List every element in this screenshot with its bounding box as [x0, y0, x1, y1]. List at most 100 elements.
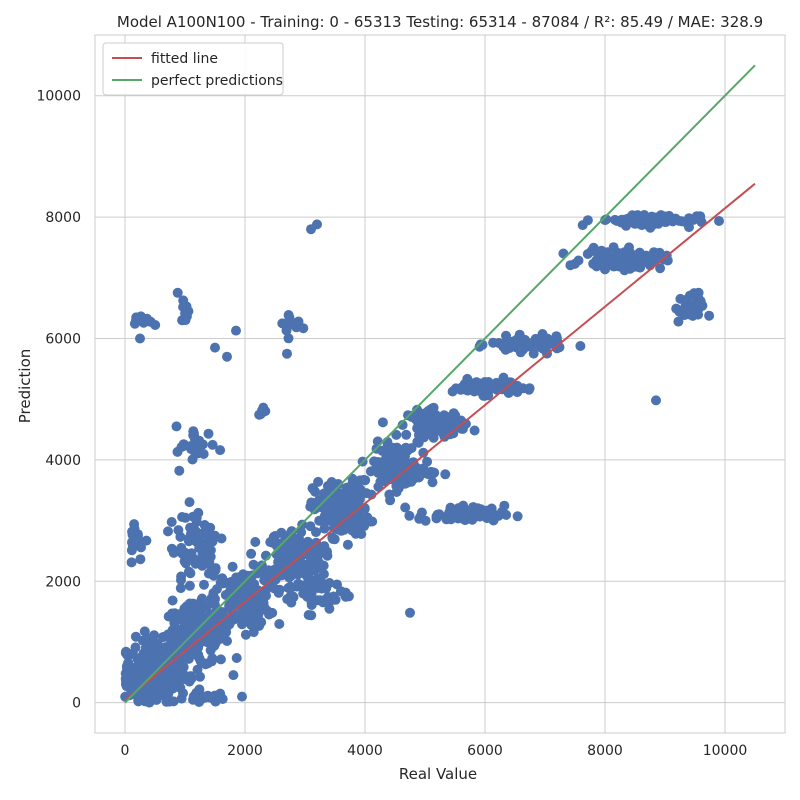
scatter-point-439	[181, 612, 192, 622]
scatter-point-1437	[655, 263, 666, 274]
scatter-point-404	[169, 608, 180, 619]
scatter-point-1753	[194, 530, 205, 541]
scatter-point-1228	[494, 378, 505, 389]
scatter-point-424	[175, 636, 186, 646]
scatter-point-444	[207, 631, 218, 642]
scatter-point-1538	[681, 299, 692, 310]
scatter-point-1877	[651, 395, 661, 406]
scatter-point-598	[209, 599, 220, 610]
legend-label-perfect-predictions: perfect predictions	[151, 73, 283, 89]
scatter-point-1637	[428, 467, 439, 478]
scatter-point-1594	[472, 503, 483, 514]
scatter-point-1508	[616, 214, 627, 225]
scatter-point-283	[192, 664, 203, 675]
scatter-point-934	[344, 496, 355, 506]
scatter-point-242	[163, 687, 174, 698]
scatter-point-1822	[257, 405, 268, 416]
scatter-point-1744	[190, 558, 201, 569]
scatter-point-1659	[324, 603, 335, 614]
scatter-point-250	[155, 683, 165, 694]
scatter-point-1627	[397, 458, 408, 469]
scatter-point-674	[286, 526, 297, 537]
scatter-point-1034	[402, 445, 413, 456]
scatter-point-1096	[401, 429, 412, 440]
scatter-point-1046	[377, 445, 388, 456]
scatter-point-1882	[222, 351, 232, 362]
scatter-point-1432	[582, 249, 593, 259]
scatter-point-314	[228, 670, 239, 681]
series-line-1	[124, 64, 756, 704]
scatter-point-1632	[414, 469, 425, 480]
scatter-point-1325	[554, 342, 565, 353]
scatter-point-1759	[167, 595, 178, 606]
scatter-point-941	[350, 489, 361, 500]
scatter-point-1873	[210, 696, 221, 707]
scatter-point-379	[206, 656, 217, 667]
scatter-point-558	[237, 619, 247, 630]
x-tick-label-2: 4000	[347, 743, 383, 759]
scatter-point-741	[302, 536, 313, 547]
scatter-point-1565	[416, 507, 427, 518]
scatter-point-436	[197, 593, 208, 604]
legend-box	[102, 42, 284, 96]
scatter-point-1878	[405, 607, 415, 618]
scatter-point-777	[298, 561, 309, 571]
scatter-point-490	[248, 559, 259, 570]
scatter-point-259	[136, 667, 147, 678]
scatter-point-683	[246, 548, 257, 559]
scatter-point-599	[231, 582, 242, 593]
scatter-point-1730	[200, 558, 211, 569]
scatter-point-1326	[501, 339, 512, 350]
scatter-point-1077	[377, 417, 388, 428]
scatter-point-253	[143, 690, 154, 701]
scatter-point-1322	[575, 341, 586, 351]
scatter-point-1580	[432, 509, 443, 520]
scatter-point-1682	[318, 597, 329, 608]
scatter-point-779	[282, 552, 293, 563]
scatter-point-718	[250, 537, 261, 547]
scatter-point-1597	[441, 511, 452, 522]
scatter-point-1149	[433, 412, 444, 423]
scatter-point-1741	[166, 517, 177, 527]
scatter-point-1883	[210, 342, 220, 353]
scatter-point-1418	[565, 260, 576, 271]
scatter-point-1415	[591, 261, 602, 272]
scatter-point-1694	[175, 531, 186, 542]
scatter-point-1069	[391, 429, 402, 440]
scatter-point-1503	[714, 216, 724, 226]
scatter-point-771	[281, 537, 292, 548]
scatter-point-1327	[541, 340, 552, 351]
scatter-point-1746	[194, 543, 205, 553]
y-tick-label-5: 10000	[36, 89, 81, 105]
scatter-point-1434	[639, 257, 650, 267]
scatter-point-1636	[360, 475, 371, 486]
scatter-point-258	[138, 648, 149, 659]
scatter-point-438	[188, 623, 199, 634]
scatter-point-228	[146, 663, 157, 674]
scatter-point-1595	[474, 511, 485, 522]
scatter-point-1763	[207, 439, 218, 450]
scatter-point-1598	[453, 513, 464, 524]
scatter-point-1773	[203, 428, 214, 439]
scatter-point-1592	[454, 504, 464, 515]
scatter-point-1025	[384, 489, 395, 500]
scatter-point-518	[240, 629, 251, 640]
scatter-point-310	[222, 636, 232, 646]
scatter-point-72	[139, 626, 150, 637]
scatter-point-1849	[127, 526, 138, 537]
scatter-point-1880	[135, 333, 145, 344]
scatter-point-1782	[185, 441, 196, 452]
scatter-point-1505	[660, 214, 671, 225]
tick-labels: 0 2000 4000 6000 8000 10000 0 2000 4000 6000 8000 1…	[36, 89, 747, 759]
scatter-point-776	[270, 531, 281, 541]
scatter-point-1686	[299, 584, 310, 595]
scatter-point-1557	[499, 500, 510, 511]
scatter-point-175	[127, 648, 138, 659]
scatter-point-1802	[135, 313, 146, 324]
series-lines	[124, 64, 756, 704]
scatter-point-1480	[684, 222, 694, 233]
scatter-point-1507	[638, 215, 649, 226]
scatter-point-522	[231, 653, 242, 663]
scatter-point-775	[313, 561, 324, 572]
